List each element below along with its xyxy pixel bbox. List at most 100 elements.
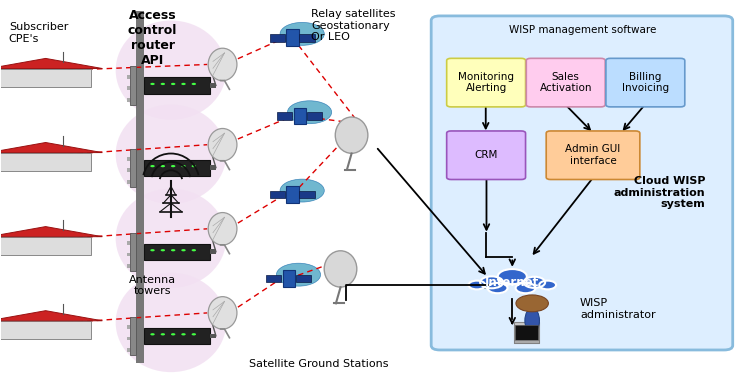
Bar bbox=[127, 86, 130, 90]
Bar bbox=[294, 108, 306, 124]
Bar bbox=[277, 112, 292, 120]
FancyBboxPatch shape bbox=[447, 59, 525, 107]
Circle shape bbox=[192, 165, 196, 167]
Text: Satellite Ground Stations: Satellite Ground Stations bbox=[249, 359, 388, 369]
Text: Sales
Activation: Sales Activation bbox=[539, 72, 592, 94]
Bar bbox=[283, 270, 295, 287]
Ellipse shape bbox=[208, 129, 237, 161]
Bar bbox=[269, 34, 285, 42]
Bar bbox=[0, 321, 91, 339]
Circle shape bbox=[192, 83, 196, 85]
Circle shape bbox=[516, 295, 548, 312]
Circle shape bbox=[480, 276, 503, 288]
Bar bbox=[0, 237, 91, 255]
Text: Internet: Internet bbox=[485, 276, 539, 289]
Bar bbox=[210, 333, 216, 338]
Ellipse shape bbox=[208, 48, 237, 81]
Circle shape bbox=[150, 83, 155, 85]
Circle shape bbox=[171, 83, 175, 85]
Text: Monitoring
Alerting: Monitoring Alerting bbox=[458, 72, 514, 94]
Bar bbox=[127, 75, 130, 79]
Bar bbox=[130, 233, 136, 271]
Bar bbox=[130, 317, 136, 355]
Circle shape bbox=[280, 179, 324, 202]
Circle shape bbox=[161, 165, 165, 167]
FancyBboxPatch shape bbox=[606, 59, 684, 107]
Circle shape bbox=[287, 101, 332, 124]
Circle shape bbox=[171, 333, 175, 335]
Circle shape bbox=[150, 333, 155, 335]
Text: Cloud WISP
administration
system: Cloud WISP administration system bbox=[613, 176, 705, 209]
Bar bbox=[266, 275, 281, 282]
Bar bbox=[286, 186, 299, 203]
Text: WISP management software: WISP management software bbox=[508, 25, 656, 35]
Bar bbox=[514, 323, 539, 343]
Bar bbox=[127, 325, 130, 329]
Circle shape bbox=[524, 277, 545, 288]
Text: Billing
Invoicing: Billing Invoicing bbox=[622, 72, 669, 94]
Bar bbox=[127, 241, 130, 245]
Polygon shape bbox=[0, 142, 102, 152]
Circle shape bbox=[181, 165, 186, 167]
Text: CRM: CRM bbox=[474, 150, 498, 160]
Bar bbox=[127, 168, 130, 172]
Circle shape bbox=[181, 333, 186, 335]
FancyBboxPatch shape bbox=[144, 77, 210, 94]
Circle shape bbox=[539, 281, 556, 290]
Circle shape bbox=[181, 249, 186, 251]
Ellipse shape bbox=[208, 213, 237, 245]
Circle shape bbox=[276, 263, 320, 286]
Bar bbox=[210, 83, 216, 88]
Bar bbox=[300, 191, 314, 198]
Ellipse shape bbox=[324, 251, 357, 287]
Circle shape bbox=[488, 283, 508, 293]
Circle shape bbox=[150, 165, 155, 167]
Bar bbox=[127, 264, 130, 268]
Bar bbox=[286, 29, 299, 46]
Bar bbox=[127, 336, 130, 340]
FancyBboxPatch shape bbox=[447, 131, 525, 179]
Ellipse shape bbox=[525, 308, 539, 333]
Bar bbox=[0, 69, 91, 87]
FancyBboxPatch shape bbox=[144, 244, 210, 260]
Circle shape bbox=[498, 269, 527, 284]
Text: WISP
administrator: WISP administrator bbox=[580, 298, 656, 320]
Bar bbox=[127, 157, 130, 161]
Circle shape bbox=[181, 83, 186, 85]
Ellipse shape bbox=[115, 273, 226, 372]
Text: Subscriber
CPE's: Subscriber CPE's bbox=[9, 22, 68, 44]
Circle shape bbox=[171, 165, 175, 167]
Bar bbox=[296, 275, 311, 282]
Ellipse shape bbox=[208, 297, 237, 329]
Text: Antenna
towers: Antenna towers bbox=[129, 275, 176, 296]
Bar bbox=[210, 166, 216, 170]
Ellipse shape bbox=[335, 117, 368, 153]
Bar bbox=[269, 191, 285, 198]
FancyBboxPatch shape bbox=[431, 16, 733, 350]
FancyBboxPatch shape bbox=[144, 160, 210, 176]
Bar bbox=[130, 66, 136, 105]
Bar bbox=[127, 253, 130, 256]
FancyBboxPatch shape bbox=[144, 328, 210, 344]
Text: Admin GUI
interface: Admin GUI interface bbox=[565, 144, 621, 166]
Bar bbox=[514, 340, 539, 343]
Bar bbox=[136, 11, 144, 363]
Circle shape bbox=[280, 22, 324, 45]
Polygon shape bbox=[0, 311, 102, 321]
Circle shape bbox=[161, 249, 165, 251]
Bar bbox=[300, 34, 314, 42]
Bar bbox=[127, 180, 130, 184]
Bar bbox=[130, 149, 136, 187]
Bar bbox=[210, 249, 216, 254]
Bar bbox=[515, 325, 537, 340]
Circle shape bbox=[192, 249, 196, 251]
Text: Relay satellites
Geostationary
Or LEO: Relay satellites Geostationary Or LEO bbox=[311, 9, 395, 42]
Bar bbox=[127, 98, 130, 102]
Ellipse shape bbox=[115, 189, 226, 288]
Circle shape bbox=[161, 333, 165, 335]
Bar bbox=[307, 112, 322, 120]
Circle shape bbox=[161, 83, 165, 85]
Circle shape bbox=[150, 249, 155, 251]
Ellipse shape bbox=[115, 20, 226, 120]
Polygon shape bbox=[0, 227, 102, 237]
